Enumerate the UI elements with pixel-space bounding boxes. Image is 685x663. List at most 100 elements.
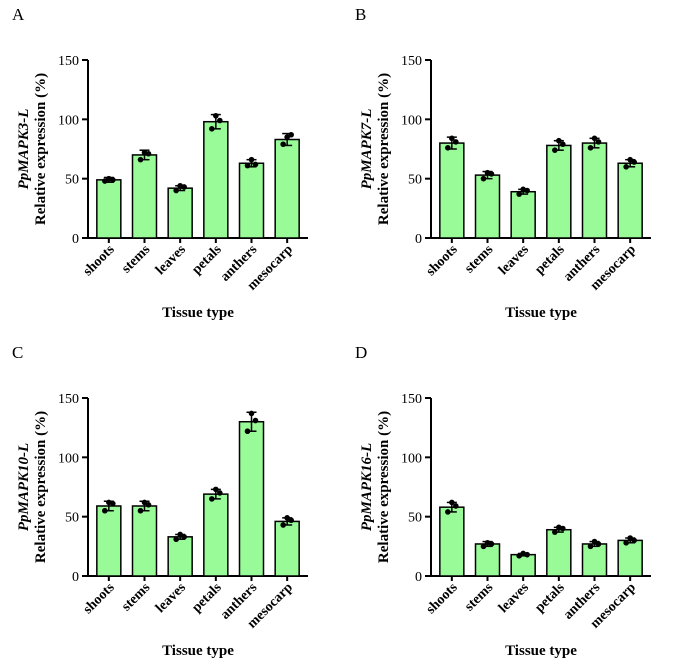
data-point bbox=[623, 164, 629, 170]
data-point bbox=[524, 551, 530, 558]
bar-mesocarp bbox=[274, 138, 300, 239]
data-point bbox=[445, 509, 451, 515]
chart-c-svg: C 0 50 100 150 PpMAPK10-L Relative expression … bbox=[12, 343, 308, 659]
data-point bbox=[217, 490, 223, 496]
y-tick-label: 100 bbox=[58, 113, 79, 128]
bar-shoots bbox=[96, 179, 122, 239]
chart-panel-d: D 0 50 100 150 PpMAPK16-L Relative expression … bbox=[343, 338, 683, 663]
y-tick-label: 0 bbox=[415, 232, 422, 247]
x-category-label: leaves bbox=[496, 580, 532, 616]
chart-panel-c: C 0 50 100 150 PpMAPK10-L Relative expression … bbox=[0, 338, 340, 663]
data-point bbox=[552, 529, 558, 535]
data-point bbox=[631, 159, 637, 165]
x-category-label: leaves bbox=[496, 242, 532, 278]
bar-petals bbox=[203, 493, 229, 577]
data-point bbox=[244, 428, 251, 435]
data-point bbox=[213, 112, 219, 119]
bar-stems bbox=[474, 543, 501, 577]
bar-shoots bbox=[439, 506, 465, 577]
data-point bbox=[587, 543, 594, 550]
bar-leaves bbox=[167, 536, 193, 577]
data-point bbox=[556, 137, 562, 144]
data-point bbox=[488, 171, 495, 177]
bar-anthers bbox=[581, 142, 608, 239]
y-tick-label: 0 bbox=[415, 570, 422, 585]
x-axis-label: Tissue type bbox=[505, 305, 577, 321]
x-category-label: stems bbox=[462, 242, 497, 277]
y-axis-gene-label: PpMAPK10-L bbox=[16, 443, 32, 531]
data-point bbox=[591, 135, 598, 142]
data-point bbox=[137, 156, 144, 163]
data-point bbox=[244, 162, 251, 169]
y-tick-label: 100 bbox=[58, 451, 79, 466]
y-axis-label: Relative expression (%) bbox=[376, 411, 392, 563]
bar-petals bbox=[546, 144, 572, 239]
data-point bbox=[248, 410, 255, 417]
x-category-label: shoots bbox=[81, 242, 118, 279]
x-category-label: stems bbox=[462, 580, 497, 615]
panel-letter: C bbox=[12, 343, 23, 362]
x-category-label: stems bbox=[119, 580, 154, 615]
data-point bbox=[560, 141, 566, 148]
bar-shoots bbox=[96, 505, 122, 577]
y-tick-label: 0 bbox=[72, 570, 79, 585]
data-point bbox=[595, 139, 602, 145]
chart-panel-b: B 0 50 100 150 PpMAPK7-L Relative expression (… bbox=[343, 0, 683, 325]
bar-anthers bbox=[238, 420, 265, 577]
data-point bbox=[173, 536, 179, 543]
data-point bbox=[213, 486, 219, 493]
bar-anthers bbox=[581, 543, 608, 577]
data-point bbox=[480, 543, 487, 550]
data-point bbox=[480, 175, 487, 182]
y-tick-label: 150 bbox=[401, 392, 422, 407]
data-point bbox=[145, 150, 152, 157]
bar-mesocarp bbox=[274, 520, 300, 577]
panel-letter: B bbox=[355, 5, 366, 24]
data-point bbox=[137, 507, 144, 514]
data-point bbox=[595, 541, 602, 547]
data-point bbox=[102, 507, 108, 514]
y-tick-label: 100 bbox=[401, 113, 422, 128]
y-tick-label: 150 bbox=[401, 54, 422, 69]
data-point bbox=[110, 500, 116, 507]
chart-panel-a: A 0 50 100 150 PpMAPK3-L Relative expression (… bbox=[0, 0, 340, 325]
data-point bbox=[288, 517, 294, 524]
panel-letter: D bbox=[355, 343, 367, 362]
panel-letter: A bbox=[12, 5, 25, 24]
y-tick-label: 100 bbox=[401, 451, 422, 466]
bar-mesocarp bbox=[617, 162, 643, 239]
data-point bbox=[449, 135, 455, 142]
y-tick-label: 150 bbox=[58, 54, 79, 69]
bar-stems bbox=[131, 505, 158, 577]
x-category-label: leaves bbox=[153, 580, 189, 616]
bar-leaves bbox=[510, 553, 536, 577]
data-point bbox=[280, 141, 286, 148]
data-point bbox=[173, 187, 179, 194]
data-point bbox=[145, 502, 152, 508]
y-tick-label: 50 bbox=[408, 173, 422, 188]
data-point bbox=[252, 417, 259, 424]
y-axis-gene-label: PpMAPK7-L bbox=[359, 109, 375, 190]
y-axis-label: Relative expression (%) bbox=[376, 73, 392, 225]
x-axis-label: Tissue type bbox=[162, 643, 234, 659]
y-tick-label: 50 bbox=[65, 173, 79, 188]
x-axis-label: Tissue type bbox=[162, 305, 234, 321]
data-point bbox=[181, 534, 187, 540]
bar-shoots bbox=[439, 142, 465, 239]
chart-b-svg: B 0 50 100 150 PpMAPK7-L Relative expression (… bbox=[355, 5, 651, 321]
data-point bbox=[280, 522, 286, 528]
data-point bbox=[449, 499, 455, 506]
y-tick-label: 50 bbox=[65, 511, 79, 526]
data-point bbox=[209, 496, 215, 502]
chart-d-svg: D 0 50 100 150 PpMAPK16-L Relative expression … bbox=[355, 343, 651, 659]
y-tick-label: 150 bbox=[58, 392, 79, 407]
x-axis-label: Tissue type bbox=[505, 643, 577, 659]
bar-stems bbox=[131, 154, 158, 239]
bar-petals bbox=[203, 120, 229, 239]
bar-mesocarp bbox=[617, 539, 643, 577]
bar-leaves bbox=[167, 187, 193, 239]
bar-petals bbox=[546, 528, 572, 577]
data-point bbox=[209, 126, 215, 132]
data-point bbox=[453, 503, 459, 509]
data-point bbox=[110, 177, 116, 183]
